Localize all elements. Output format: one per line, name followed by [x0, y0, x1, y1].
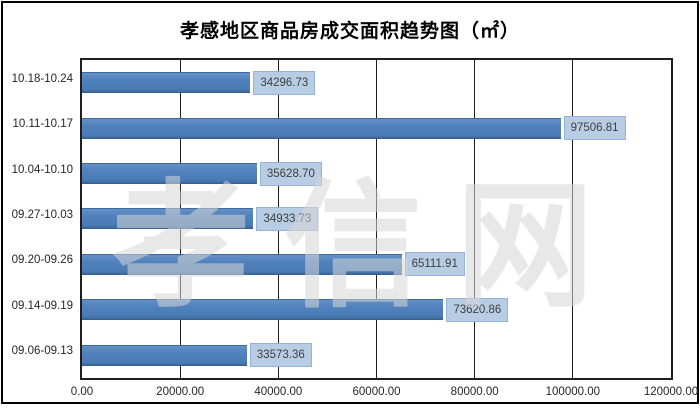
- bar: [82, 253, 402, 275]
- bar: [82, 72, 251, 94]
- x-tick-label: 40000.00: [254, 386, 303, 398]
- bar: [82, 344, 247, 366]
- bar-value-label: 34296.73: [253, 70, 316, 95]
- x-tick-label: 20000.00: [156, 386, 205, 398]
- bar-row: 65111.91: [82, 242, 671, 287]
- bar-value-label: 73620.86: [446, 297, 509, 322]
- bar-row: 34296.73: [82, 60, 671, 105]
- x-tick-label: 0.00: [70, 386, 94, 398]
- x-tick-label: 60000.00: [352, 386, 401, 398]
- gridline: [474, 60, 476, 378]
- bar-value-label: 33573.36: [249, 343, 312, 368]
- category-label: 10.11-10.17: [12, 118, 73, 131]
- bar-row: 35628.70: [82, 151, 671, 196]
- bar-value-label: 97506.81: [563, 116, 626, 141]
- bar-row: 97506.81: [82, 105, 671, 150]
- category-label: 09.27-10.03: [11, 209, 73, 221]
- bar: [82, 208, 254, 230]
- category-label: 09.14-09.19: [11, 299, 73, 312]
- category-label: 09.20-09.26: [11, 254, 73, 267]
- bar-value-label: 34933.73: [256, 206, 319, 231]
- bar-row: 33573.36: [82, 333, 671, 378]
- x-tick-label: 80000.00: [450, 386, 499, 398]
- bar-row: 73620.86: [82, 287, 671, 332]
- gridline: [376, 60, 377, 378]
- category-label: 10.04-10.10: [11, 163, 73, 176]
- category-label: 10.18-10.24: [11, 72, 73, 85]
- bar: [82, 117, 561, 139]
- bar-value-label: 35628.70: [259, 161, 322, 186]
- bar: [82, 299, 444, 321]
- plot-area: 34296.73 97506.81 35628.70 34933.73 65111.91…: [80, 58, 673, 380]
- chart-title: 孝感地区商品房成交面积趋势图（㎡）: [179, 21, 520, 42]
- bar-value-label: 65111.91: [404, 252, 465, 277]
- bar: [82, 163, 257, 185]
- x-tick-label: 120000.00: [643, 386, 699, 398]
- category-label: 09.06-09.13: [11, 345, 73, 358]
- bar-row: 34933.73: [82, 196, 671, 241]
- x-tick-label: 100000.00: [545, 386, 601, 398]
- gridline: [572, 60, 574, 378]
